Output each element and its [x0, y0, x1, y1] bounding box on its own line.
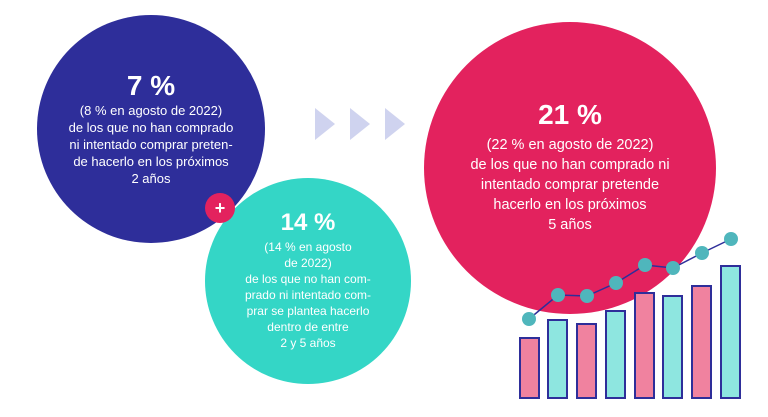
deco-bar [576, 323, 597, 399]
deco-point [580, 289, 594, 303]
left-stat-circle: 7 % (8 % en agosto de 2022) de los que n… [37, 15, 265, 243]
chevron-arrow-2 [350, 108, 370, 140]
deco-point [666, 261, 680, 275]
right-line: 5 años [548, 217, 592, 233]
right-stat-circle: 21 % (22 % en agosto de 2022) de los que… [424, 22, 716, 314]
middle-percent: 14 % [280, 209, 336, 236]
middle-line: prar se plantea hacerlo [246, 304, 370, 318]
right-line: hacerlo en los próximos [493, 197, 647, 213]
left-line: de los que no han comprado [68, 119, 234, 135]
deco-point [638, 258, 652, 272]
deco-bar [691, 285, 712, 399]
deco-point [551, 288, 565, 302]
right-line: de los que no han comprado ni [470, 157, 670, 173]
rising-bar-chart-illustration-icon [519, 232, 741, 399]
right-line: (22 % en agosto de 2022) [486, 137, 654, 153]
deco-point [522, 312, 536, 326]
chevron-arrow-3 [385, 108, 405, 140]
left-percent: 7 % [126, 69, 176, 101]
chevron-arrows-icon [315, 108, 405, 140]
deco-point [695, 246, 709, 260]
middle-line: de 2022) [284, 256, 332, 270]
plus-icon: + [205, 193, 235, 223]
left-line: de hacerlo en los próximos [73, 153, 229, 169]
chevron-arrow-1 [315, 108, 335, 140]
deco-bar [634, 292, 655, 399]
middle-line: prado ni intentado com- [244, 288, 372, 302]
deco-point [724, 232, 738, 246]
left-line: ni intentado comprar preten- [69, 136, 233, 152]
left-line: (8 % en agosto de 2022) [79, 102, 223, 118]
deco-bar [605, 310, 626, 399]
left-line: 2 años [131, 170, 171, 186]
deco-bar [720, 265, 741, 399]
middle-stat-circle: 14 % (14 % en agosto de 2022) de los que… [205, 178, 411, 384]
deco-bar [662, 295, 683, 399]
middle-line: de los que no han com- [245, 272, 371, 286]
middle-line: 2 y 5 años [280, 336, 336, 350]
right-line: intentado comprar pretende [480, 177, 660, 193]
middle-line: dentro de entre [267, 320, 349, 334]
deco-point [609, 276, 623, 290]
right-percent: 21 % [538, 99, 602, 130]
deco-bar [547, 319, 568, 399]
deco-bar [519, 337, 540, 399]
middle-line: (14 % en agosto [264, 240, 352, 254]
